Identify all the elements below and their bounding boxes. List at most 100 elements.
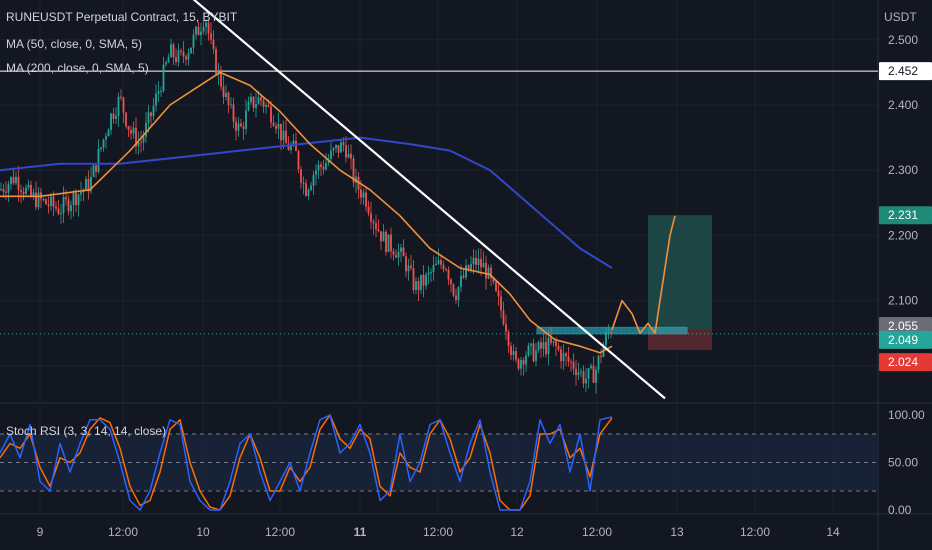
candle-down [507,331,510,346]
candle-down [365,192,367,207]
candle-up [525,355,527,365]
candle-up [110,113,112,131]
candle-down [210,33,212,40]
legend-ma200[interactable]: MA (200, close, 0, SMA, 5) [6,61,149,75]
candle-up [85,178,87,190]
candle-down [67,199,70,212]
legend-symbol[interactable]: RUNEUSDT Perpetual Contract, 15, BYBIT [6,10,238,24]
candle-down [22,191,25,194]
candle-down [140,142,142,144]
candle-up [577,372,580,375]
candle-down [392,251,395,255]
candle-down [120,96,122,98]
ma50-line [0,71,613,354]
candle-down [490,267,492,279]
candle-down [467,265,470,271]
candle-up [465,265,467,278]
candle-up [472,257,475,265]
candle-up [27,184,30,188]
legend-ma50[interactable]: MA (50, close, 0, SMA, 5) [6,37,143,51]
candle-down [220,69,222,87]
candle-up [177,50,180,62]
candle-down [375,223,377,230]
candle-up [537,342,540,351]
candle-up [200,31,202,36]
candle-up [520,359,522,369]
candle-up [70,205,72,212]
candle-down [295,140,297,152]
candle-up [237,123,240,131]
candle-down [302,182,305,184]
candle-down [222,86,225,97]
price-badge-2049 [879,330,932,349]
candle-up [247,101,250,111]
candle-up [527,345,530,356]
candle-up [245,110,247,129]
candle-down [42,199,45,201]
candle-down [300,169,302,183]
candle-down [275,125,277,129]
price-axis[interactable]: 2.5002.4002.3002.2002.1002.000100.0050.0… [879,33,932,517]
time-axis[interactable]: 9 12:00 10 12:00 11 12:00 12 12:00 13 12:00 14 [37,525,840,539]
candle-down [345,145,347,158]
trendline [192,0,666,400]
candle-up [7,184,10,193]
time-tick-label: 12:00 [582,525,612,539]
time-tick-label: 12:00 [740,525,770,539]
candle-down [370,213,372,222]
time-tick-label: 12 [510,525,524,539]
candle-up [195,26,197,35]
candle-up [97,149,100,172]
candle-down [380,231,382,242]
candle-up [217,69,220,74]
candle-down [462,275,465,278]
candle-down [410,265,412,268]
candle-down [572,361,575,369]
candle-up [597,355,600,370]
legend-stoch-rsi[interactable]: Stoch RSI (3, 3, 14, 14, close) [6,424,167,438]
price-badge-2024 [879,353,932,372]
price-badge-2231 [879,206,932,225]
candle-down [492,278,495,282]
candle-down [95,165,97,172]
candle-down [495,281,497,291]
candle-up [155,93,157,106]
candle-down [150,112,152,116]
candle-down [17,176,20,191]
candle-down [297,151,300,170]
candle-up [92,165,95,177]
time-tick-label: 12:00 [108,525,138,539]
stoch-panel [0,433,878,492]
candle-down [260,97,262,101]
stoch-tick-label: 100.00 [888,408,925,422]
candle-down [455,295,457,301]
price-badge-2024-label: 2.024 [888,355,918,369]
candle-up [115,115,117,119]
candle-up [80,191,82,195]
candle-up [277,123,280,129]
candle-down [267,104,270,107]
candle-up [437,260,440,264]
candle-down [227,92,230,105]
candle-down [57,208,60,214]
candle-down [475,257,477,265]
candle-down [517,359,520,369]
candle-up [420,274,422,291]
stop-zone [648,329,712,351]
candle-down [532,343,535,362]
candle-down [232,104,235,122]
time-tick-label: 14 [826,525,840,539]
candle-up [590,365,592,369]
candle-down [342,142,345,146]
price-badge-2452 [879,62,932,81]
candle-down [405,256,407,272]
candle-down [240,123,242,127]
candle-down [510,345,512,355]
time-tick-label: 12:00 [265,525,295,539]
candle-down [582,371,585,384]
candle-up [427,272,430,275]
candle-down [540,342,542,349]
candle-up [257,97,260,105]
candle-up [132,127,135,134]
